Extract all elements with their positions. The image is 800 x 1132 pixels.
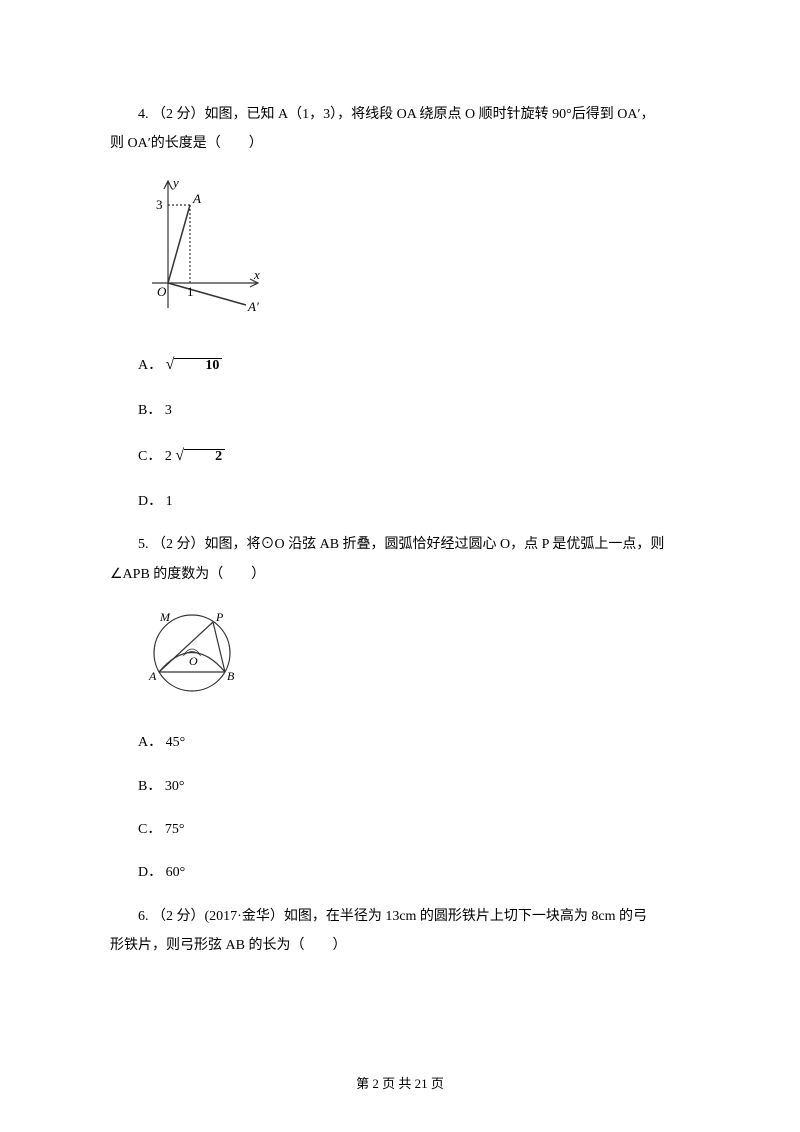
q5-option-d: D． 60° [110, 858, 700, 887]
point-a-label: A [192, 191, 201, 206]
q5-line1: 5. （2 分）如图，将⊙O 沿弦 AB 折叠，圆弧恰好经过圆心 O，点 P 是… [110, 530, 700, 559]
origin-label: O [157, 284, 167, 299]
center-o-label: O [189, 654, 198, 668]
tick-3: 3 [156, 197, 163, 212]
q5-line2: ∠APB 的度数为（ ） [110, 560, 700, 589]
q5-option-c: C． 75° [110, 815, 700, 844]
q5-option-b: B． 30° [110, 772, 700, 801]
q4-optC-prefix: C． 2 [138, 449, 172, 464]
q6-line1: 6. （2 分）(2017·金华）如图，在半径为 13cm 的圆形铁片上切下一块… [110, 902, 700, 931]
q4-option-c: C． 2 √2 [110, 439, 700, 473]
axis-y-label: y [171, 175, 179, 190]
sqrt-icon: √ [175, 447, 184, 464]
page-footer: 第 2 页 共 21 页 [0, 1073, 800, 1092]
q4-optA-val: 10 [174, 358, 222, 373]
sqrt-icon: √ [166, 356, 175, 373]
page-content: 4. （2 分）如图，已知 A（1，3），将线段 OA 绕原点 O 顺时针旋转 … [0, 0, 800, 1001]
point-b-label: B [227, 669, 235, 683]
q4-optC-val: 2 [184, 449, 225, 464]
axis-x-label: x [253, 267, 260, 282]
point-a-label: A [148, 669, 157, 683]
tick-1: 1 [187, 284, 194, 299]
q6-line2: 形铁片，则弓形弦 AB 的长为（ ） [110, 931, 700, 960]
point-m-label: M [159, 610, 171, 624]
q5-option-a: A． 45° [110, 728, 700, 757]
q4-option-b: B． 3 [110, 396, 700, 425]
q4-option-a: A． √10 [110, 348, 700, 382]
q4-option-d: D． 1 [110, 487, 700, 516]
q4-optA-prefix: A． [138, 358, 162, 373]
q5-figure: M P O A B [140, 603, 700, 714]
point-p-label: P [215, 610, 224, 624]
q4-line2: 则 OA′的长度是（ ） [110, 129, 700, 158]
q4-figure: y x 3 1 O A A′ [140, 173, 700, 334]
q4-line1: 4. （2 分）如图，已知 A（1，3），将线段 OA 绕原点 O 顺时针旋转 … [110, 100, 700, 129]
point-ap-label: A′ [247, 299, 259, 314]
